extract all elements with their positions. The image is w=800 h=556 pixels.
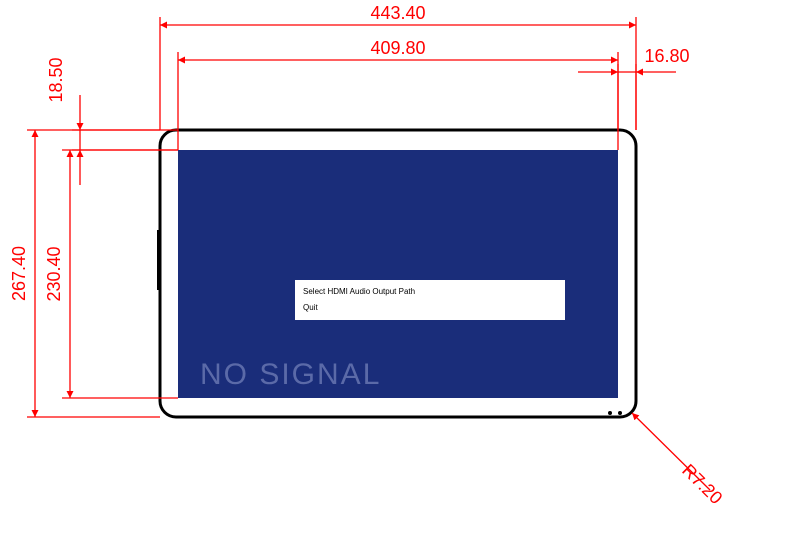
- dim-top-left: 18.50: [46, 57, 66, 102]
- speaker-hole: [618, 411, 622, 415]
- dialog-line2: Quit: [303, 303, 318, 312]
- dim-left-outer: 267.40: [9, 246, 29, 301]
- side-button: [157, 230, 159, 290]
- dialog-box: Select HDMI Audio Output Path Quit: [295, 280, 565, 320]
- dim-radius: R7.20: [678, 460, 726, 508]
- speaker-hole: [608, 411, 612, 415]
- nosignal-text: NO SIGNAL: [200, 358, 381, 391]
- dialog-line1: Select HDMI Audio Output Path: [303, 287, 415, 296]
- dim-top-inner: 409.80: [370, 38, 425, 58]
- dim-left-inner: 230.40: [44, 246, 64, 301]
- screen: NO SIGNAL: [178, 150, 618, 398]
- dim-top-right: 16.80: [644, 46, 689, 66]
- dim-top-outer: 443.40: [370, 3, 425, 23]
